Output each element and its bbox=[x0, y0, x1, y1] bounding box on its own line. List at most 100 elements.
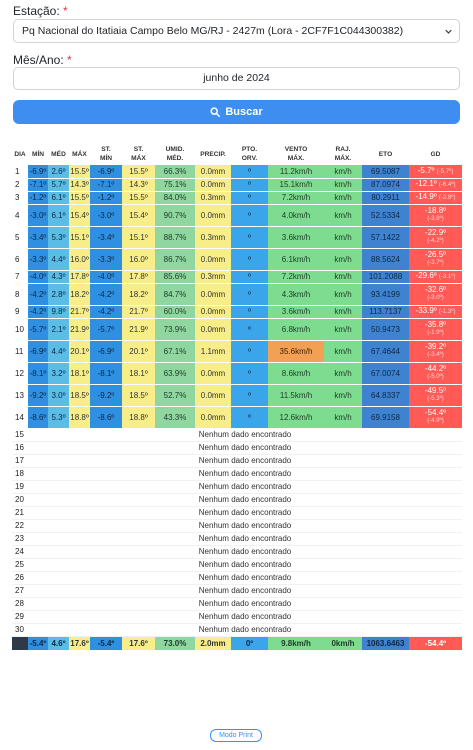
cell-precip: 0.3mm bbox=[195, 226, 231, 249]
cell-max: 18.2º bbox=[69, 283, 90, 306]
cell-dia: 28 bbox=[12, 597, 28, 611]
cell-dia: 14 bbox=[12, 406, 28, 429]
cell-dia: 27 bbox=[12, 584, 28, 598]
gd-daily-value: (-4.2º) bbox=[427, 238, 444, 244]
cell-pto: º bbox=[231, 191, 268, 205]
cell-max: 15.1º bbox=[69, 226, 90, 249]
station-label: Estação: * bbox=[13, 4, 68, 18]
cell-raj: km/h bbox=[324, 318, 362, 341]
gd-daily-value: (-6.4º) bbox=[438, 182, 456, 188]
cell-min: -4.2º bbox=[28, 305, 48, 319]
gd-value: -33.9º bbox=[415, 306, 437, 315]
gd-value: -44.2º bbox=[424, 364, 447, 373]
cell-raj: km/h bbox=[324, 165, 362, 179]
cell-vento: 3.6km/h bbox=[268, 226, 324, 249]
cell-umid: 90.7% bbox=[155, 204, 195, 227]
no-data-message: Nenhum dado encontrado bbox=[28, 532, 462, 546]
cell-gd: -44.2º (-5.0º) bbox=[409, 362, 462, 385]
cell-st-max: 16.0º bbox=[122, 248, 155, 271]
cell-umid: 84.7% bbox=[155, 283, 195, 306]
cell-min: -6.9º bbox=[28, 165, 48, 179]
table-row-empty: 17 Nenhum dado encontrado bbox=[12, 454, 462, 468]
gd-value: -39.2º bbox=[424, 342, 447, 351]
cell-st-min: -5.7º bbox=[90, 318, 122, 341]
cell-precip: 0.0mm bbox=[195, 305, 231, 319]
header-st-min: ST. MÍN bbox=[99, 146, 113, 162]
header-max: MÁX bbox=[72, 150, 87, 158]
gd-daily-value: (-3.8º) bbox=[427, 216, 444, 222]
cell-med: 5.3º bbox=[48, 406, 69, 429]
cell-max: 18.8º bbox=[69, 406, 90, 429]
print-mode-button[interactable]: Modo Print bbox=[210, 729, 262, 742]
cell-dia: 1 bbox=[12, 165, 28, 179]
cell-vento: 3.6km/h bbox=[268, 305, 324, 319]
cell-max: 18.1º bbox=[69, 362, 90, 385]
cell-pto: º bbox=[231, 204, 268, 227]
cell-dia: 10 bbox=[12, 318, 28, 341]
gd-value: -22.9º bbox=[424, 228, 447, 237]
cell-eto: 113.7137 bbox=[362, 305, 409, 319]
gd-value: -5.7º bbox=[417, 165, 435, 175]
no-data-message: Nenhum dado encontrado bbox=[28, 428, 462, 442]
cell-gd: -29.6º (-3.1º) bbox=[409, 270, 462, 284]
no-data-message: Nenhum dado encontrado bbox=[28, 506, 462, 520]
cell-st-max: 18.5º bbox=[122, 384, 155, 407]
cell-st-min: -7.1º bbox=[90, 178, 122, 192]
no-data-message: Nenhum dado encontrado bbox=[28, 454, 462, 468]
table-row-empty: 20 Nenhum dado encontrado bbox=[12, 493, 462, 507]
station-select[interactable]: Pq Nacional do Itatiaia Campo Belo MG/RJ… bbox=[13, 19, 460, 43]
gd-value: -32.6º bbox=[424, 285, 447, 294]
table-row-empty: 26 Nenhum dado encontrado bbox=[12, 571, 462, 585]
cell-med: 5.3º bbox=[48, 226, 69, 249]
cell-vento: 6.1km/h bbox=[268, 248, 324, 271]
cell-eto: 52.5334 bbox=[362, 204, 409, 227]
cell-dia: 25 bbox=[12, 558, 28, 572]
cell-dia: 26 bbox=[12, 571, 28, 585]
cell-vento: 7.2km/h bbox=[268, 191, 324, 205]
cell-precip: 0.0mm bbox=[195, 318, 231, 341]
cell-vento: 15.1km/h bbox=[268, 178, 324, 192]
cell-vento: 4.0km/h bbox=[268, 204, 324, 227]
cell-med: 4.4º bbox=[48, 248, 69, 271]
cell-med: 6.1º bbox=[48, 204, 69, 227]
footer-raj: 0km/h bbox=[324, 636, 362, 651]
cell-dia: 22 bbox=[12, 519, 28, 533]
cell-umid: 66.3% bbox=[155, 165, 195, 179]
search-button[interactable]: Buscar bbox=[13, 100, 460, 124]
no-data-message: Nenhum dado encontrado bbox=[28, 558, 462, 572]
cell-dia: 9 bbox=[12, 305, 28, 319]
cell-st-min: -3.4º bbox=[90, 226, 122, 249]
table-row: 12 -8.1º 3.2º 18.1º -8.1º 18.1º 63.9% 0.0mm º 8.6… bbox=[12, 362, 462, 385]
table-row: 1 -6.9º 2.6º 15.5º -6.9º 15.5º 66.3% 0.0mm º 11.2… bbox=[12, 165, 462, 179]
table-row-empty: 22 Nenhum dado encontrado bbox=[12, 519, 462, 533]
header-precip: PRECIP. bbox=[200, 150, 226, 158]
cell-vento: 4.3km/h bbox=[268, 283, 324, 306]
required-asterisk: * bbox=[63, 4, 68, 18]
gd-daily-value: (-1.3º) bbox=[438, 309, 456, 315]
footer-st-max: 17.6º bbox=[122, 636, 155, 651]
cell-max: 21.7º bbox=[69, 305, 90, 319]
header-pto: PTO. ORV. bbox=[241, 146, 258, 162]
footer-dia bbox=[12, 636, 28, 651]
cell-st-min: -4.0º bbox=[90, 270, 122, 284]
cell-min: -7.1º bbox=[28, 178, 48, 192]
gd-daily-value: (-3.4º) bbox=[427, 352, 444, 358]
cell-vento: 8.6km/h bbox=[268, 362, 324, 385]
cell-max: 18.5º bbox=[69, 384, 90, 407]
cell-st-min: -8.6º bbox=[90, 406, 122, 429]
cell-vento: 6.8km/h bbox=[268, 318, 324, 341]
cell-pto: º bbox=[231, 340, 268, 363]
cell-st-min: -4.2º bbox=[90, 305, 122, 319]
cell-precip: 0.0mm bbox=[195, 178, 231, 192]
month-input[interactable]: junho de 2024 bbox=[13, 67, 460, 90]
cell-eto: 69.9158 bbox=[362, 406, 409, 429]
cell-gd: -14.9º (-2.8º) bbox=[409, 191, 462, 205]
cell-dia: 20 bbox=[12, 493, 28, 507]
cell-precip: 0.0mm bbox=[195, 384, 231, 407]
cell-max: 20.1º bbox=[69, 340, 90, 363]
cell-pto: º bbox=[231, 270, 268, 284]
no-data-message: Nenhum dado encontrado bbox=[28, 597, 462, 611]
cell-st-max: 20.1º bbox=[122, 340, 155, 363]
gd-value: -54.4º bbox=[424, 408, 447, 417]
header-st-max: ST. MÁX bbox=[131, 146, 146, 162]
